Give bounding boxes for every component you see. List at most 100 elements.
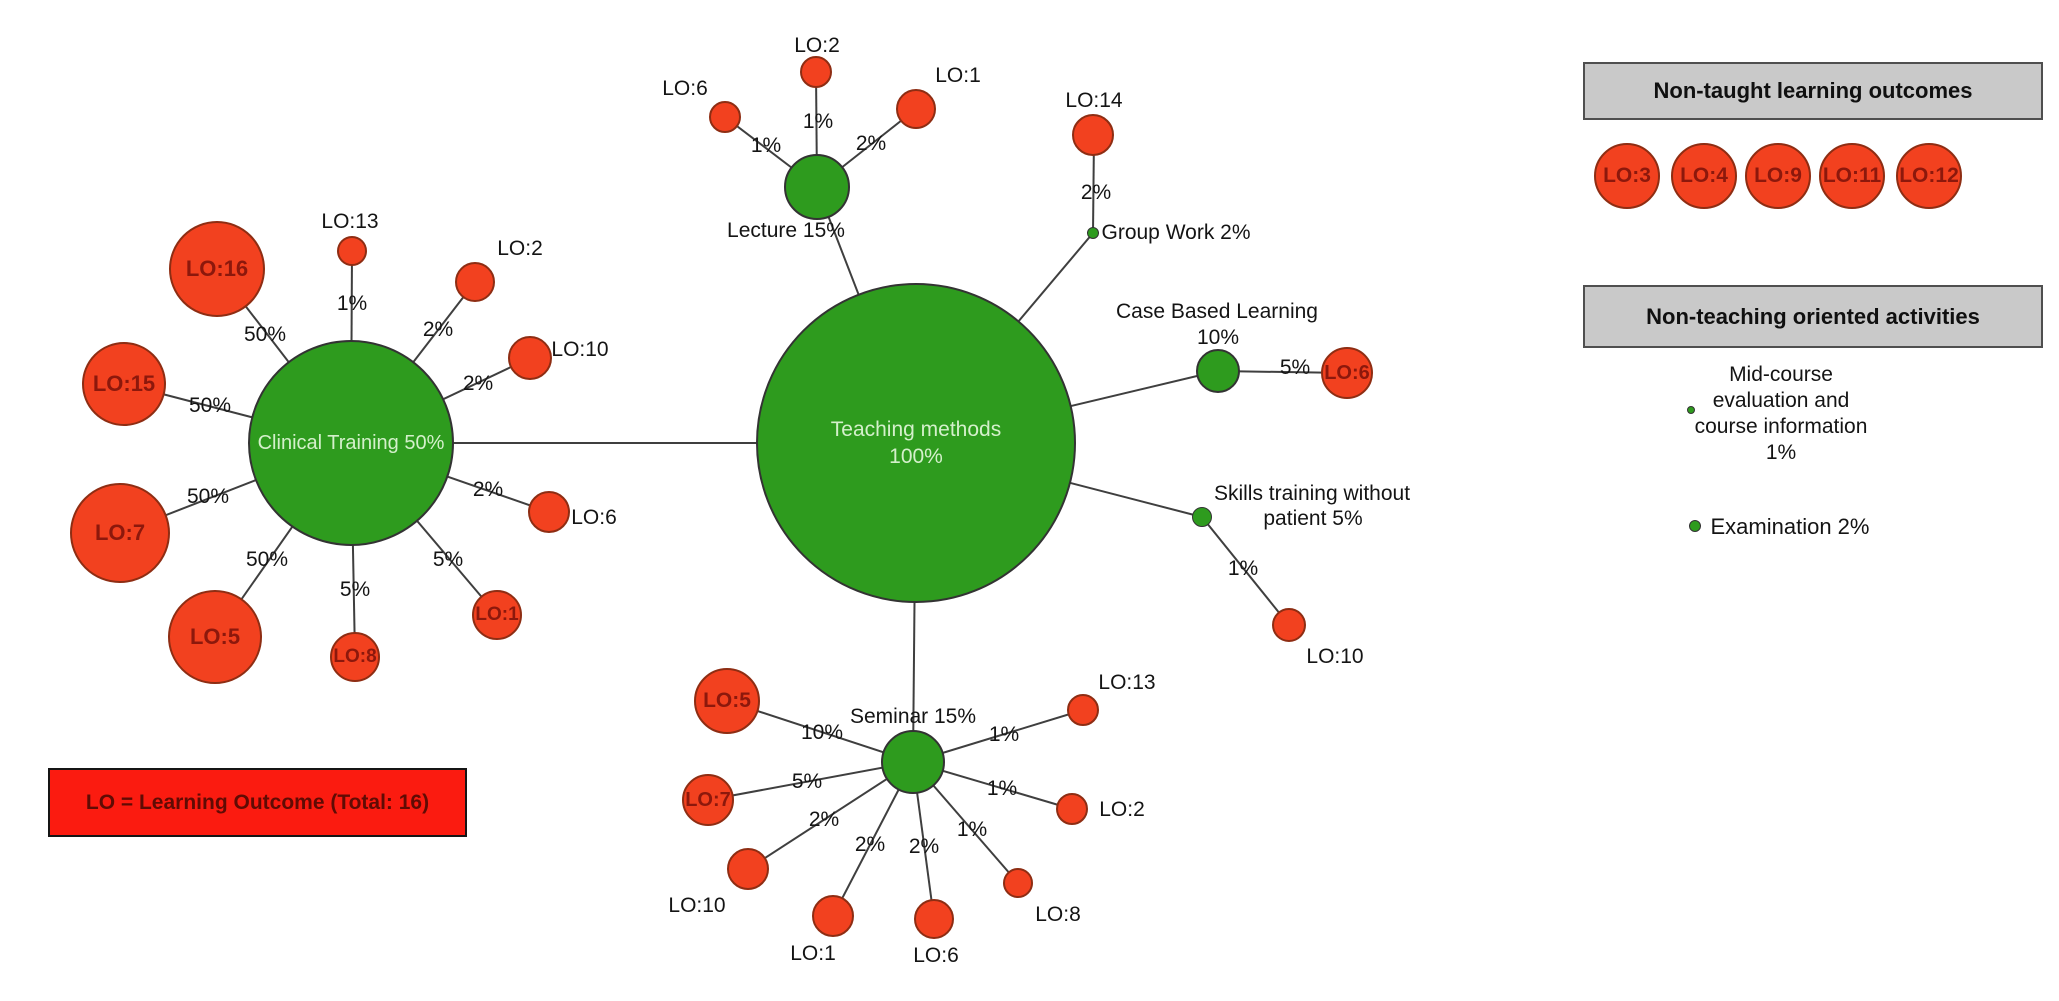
mid-course-line2: evaluation and	[1712, 389, 1850, 412]
seminar-lo6-label: LO:6	[913, 944, 959, 967]
skills-title: Skills training without	[1213, 482, 1411, 505]
node-nontaught-lo12: LO:12	[1896, 143, 1962, 209]
pct-clinical-lo6: 2%	[472, 478, 504, 501]
node-clinical-training: Clinical Training 50%	[248, 340, 454, 546]
pct-seminar-lo2: 1%	[986, 777, 1018, 800]
node-nontaught-lo11: LO:11	[1819, 143, 1885, 209]
sem-lo7-label: LO:7	[685, 788, 731, 811]
lo16-label: LO:16	[185, 256, 249, 281]
edge	[707, 761, 914, 801]
seminar-lo8-label: LO:8	[1035, 903, 1081, 926]
teaching-methods-label: Teaching methods	[830, 418, 1002, 441]
node-groupwork-lo14	[1072, 114, 1114, 156]
pct-seminar-lo10: 2%	[808, 808, 840, 831]
node-clinical-lo2	[455, 262, 495, 302]
node-clinical-lo16: LO:16	[169, 221, 265, 317]
node-seminar-lo1	[812, 895, 854, 937]
case-based-title: Case Based Learning	[1116, 300, 1318, 323]
node-skills-lo10	[1272, 608, 1306, 642]
nontaught-lo12-label: LO:12	[1899, 164, 1959, 187]
node-casebased-lo6: LO:6	[1321, 347, 1373, 399]
node-seminar-lo10	[727, 848, 769, 890]
mid-course-label: Mid-course evaluation and course informa…	[1651, 362, 1911, 466]
node-nontaught-lo4: LO:4	[1671, 143, 1737, 209]
legend-text: LO = Learning Outcome (Total: 16)	[85, 790, 430, 814]
node-clinical-lo15: LO:15	[82, 342, 166, 426]
edge	[1201, 516, 1290, 626]
node-seminar-lo13	[1067, 694, 1099, 726]
mid-course-line3: course information	[1694, 415, 1868, 438]
lecture-title: Lecture 15%	[727, 219, 845, 242]
node-seminar	[881, 730, 945, 794]
lo7-label: LO:7	[94, 520, 146, 545]
node-nontaught-lo3: LO:3	[1594, 143, 1660, 209]
seminar-lo1-label: LO:1	[790, 942, 836, 965]
pct-clinical-lo1: 5%	[432, 548, 464, 571]
clinical-lo2-label: LO:2	[497, 237, 543, 260]
node-lecture-lo1	[896, 89, 936, 129]
lecture-lo6-label: LO:6	[662, 77, 708, 100]
non-taught-header-label: Non-taught learning outcomes	[1653, 78, 1973, 103]
examination-label: Examination 2%	[1710, 514, 1870, 539]
clinical-lo13-label: LO:13	[321, 210, 379, 233]
non-teaching-header-label: Non-teaching oriented activities	[1646, 303, 1980, 329]
node-examination-dot	[1689, 520, 1701, 532]
node-seminar-lo5: LO:5	[694, 668, 760, 734]
sem-lo5-label: LO:5	[703, 689, 751, 712]
node-seminar-lo8	[1003, 868, 1033, 898]
non-teaching-header: Non-teaching oriented activities	[1583, 285, 2043, 348]
pct-seminar-lo13: 1%	[988, 723, 1020, 746]
non-taught-header: Non-taught learning outcomes	[1583, 62, 2043, 120]
seminar-title: Seminar 15%	[849, 705, 977, 728]
seminar-lo2-label: LO:2	[1099, 798, 1145, 821]
case-based-percent: 10%	[1196, 326, 1240, 349]
seminar-lo10-label: LO:10	[668, 894, 726, 917]
node-clinical-lo7: LO:7	[70, 483, 170, 583]
node-seminar-lo7: LO:7	[682, 774, 734, 826]
node-teaching-methods: Teaching methods 100%	[756, 283, 1076, 603]
node-skills-training	[1192, 507, 1212, 527]
clinical-training-label: Clinical Training 50%	[257, 431, 445, 454]
pct-clinical-lo13: 1%	[336, 292, 368, 315]
node-clinical-lo1: LO:1	[472, 590, 522, 640]
pct-clinical-lo8: 5%	[339, 578, 371, 601]
lecture-lo1-label: LO:1	[935, 64, 981, 87]
seminar-lo13-label: LO:13	[1098, 671, 1156, 694]
pct-clinical-lo5: 50%	[245, 548, 289, 571]
node-lecture-lo2	[800, 56, 832, 88]
legend-box: LO = Learning Outcome (Total: 16)	[48, 768, 467, 837]
pct-clinical-lo15: 50%	[188, 394, 232, 417]
node-lecture	[784, 154, 850, 220]
node-group-work	[1087, 227, 1099, 239]
lo1-label: LO:1	[475, 604, 519, 625]
node-mid-course-dot	[1687, 406, 1695, 414]
lo15-label: LO:15	[92, 371, 156, 396]
pct-seminar-lo5: 10%	[800, 721, 844, 744]
pct-clinical-lo16: 50%	[243, 323, 287, 346]
pct-clinical-lo2: 2%	[422, 318, 454, 341]
nontaught-lo4-label: LO:4	[1680, 164, 1728, 187]
nontaught-lo11-label: LO:11	[1822, 164, 1882, 187]
lo8-label: LO:8	[333, 646, 377, 667]
nontaught-lo3-label: LO:3	[1603, 164, 1651, 187]
clinical-lo6-label: LO:6	[571, 506, 617, 529]
node-clinical-lo13	[337, 236, 367, 266]
node-case-based-learning	[1196, 349, 1240, 393]
pct-skills-lo10: 1%	[1227, 557, 1259, 580]
mid-course-line4: 1%	[1765, 441, 1797, 464]
node-clinical-lo8: LO:8	[330, 632, 380, 682]
node-seminar-lo2	[1056, 793, 1088, 825]
lo5-label: LO:5	[189, 624, 241, 649]
groupwork-lo14-label: LO:14	[1065, 89, 1123, 112]
pct-clinical-lo10: 2%	[462, 372, 494, 395]
pct-lecture-lo2: 1%	[802, 110, 834, 133]
pct-seminar-lo6: 2%	[908, 835, 940, 858]
nontaught-lo9-label: LO:9	[1754, 164, 1802, 187]
teaching-methods-percent: 100%	[889, 445, 943, 468]
case-lo6-label: LO:6	[1324, 361, 1370, 384]
group-work-title: Group Work 2%	[1101, 221, 1251, 244]
lecture-lo2-label: LO:2	[794, 34, 840, 57]
node-lecture-lo6	[709, 101, 741, 133]
skills-lo10-label: LO:10	[1306, 645, 1364, 668]
pct-casebased-lo6: 5%	[1279, 356, 1311, 379]
